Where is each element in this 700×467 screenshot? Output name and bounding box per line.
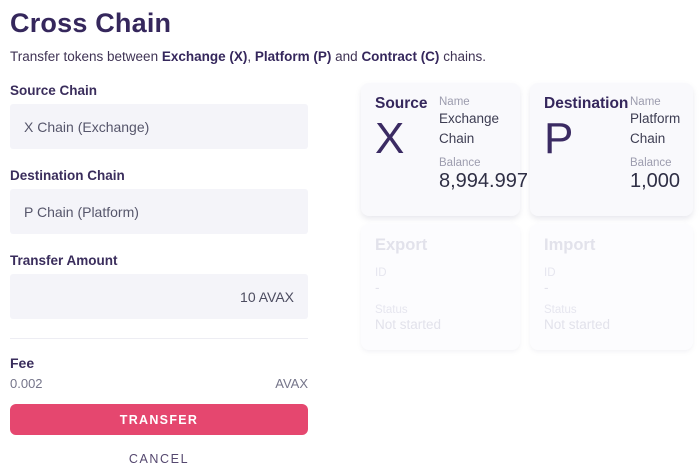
destination-balance-label: Balance — [630, 157, 672, 170]
source-card-left: Source X — [375, 95, 428, 204]
source-chain-name: Exchange Chain — [439, 111, 500, 146]
export-status-value: Not started — [375, 317, 442, 332]
destination-card-left: Destination P — [544, 95, 629, 204]
import-id-value: - — [544, 280, 549, 295]
source-balance-label: Balance — [439, 157, 481, 170]
destination-balance-value: 1,000 — [630, 170, 681, 193]
destination-name-label: Name — [630, 96, 661, 108]
destination-chain-card: Destination P Name Platform Chain Balanc… — [530, 83, 693, 216]
source-card-details: Name Exchange Chain Balance 8,994.997 — [439, 95, 528, 204]
destination-chain-label: Destination Chain — [10, 168, 125, 183]
export-card-title: Export — [375, 236, 428, 254]
transfer-amount-input[interactable]: 10 AVAX — [10, 274, 308, 319]
transfer-amount-label: Transfer Amount — [10, 253, 118, 268]
transfer-form: Source Chain X Chain (Exchange) Destinat… — [10, 83, 308, 467]
source-card-title: Source — [375, 95, 428, 112]
import-status-label: Status — [544, 304, 577, 316]
transfer-button[interactable]: TRANSFER — [10, 404, 308, 435]
chain-status-panel: Source X Name Exchange Chain Balance 8,9… — [361, 83, 693, 350]
fee-value: 0.002 — [10, 376, 43, 391]
destination-chain-select[interactable]: P Chain (Platform) — [10, 189, 308, 234]
subtitle-contract-chain: Contract (C) — [361, 49, 440, 64]
subtitle-prefix: Transfer tokens between — [10, 49, 162, 64]
export-status-label: Status — [375, 304, 408, 316]
import-card-title: Import — [544, 236, 596, 254]
fee-row: 0.002 AVAX — [10, 376, 308, 391]
fee-divider — [10, 338, 308, 339]
destination-chain-name: Platform Chain — [630, 111, 681, 146]
subtitle-exchange-chain: Exchange (X) — [161, 49, 248, 64]
destination-chain-symbol: P — [544, 114, 574, 163]
import-status-card: Import ID - Status Not started — [530, 224, 693, 350]
fee-unit: AVAX — [275, 376, 308, 391]
source-chain-card: Source X Name Exchange Chain Balance 8,9… — [361, 83, 528, 216]
subtitle-suffix: chains. — [439, 49, 486, 64]
page-title: Cross Chain — [10, 8, 172, 38]
export-id-value: - — [375, 280, 380, 295]
source-name-label: Name — [439, 96, 470, 108]
source-chain-select[interactable]: X Chain (Exchange) — [10, 104, 308, 149]
subtitle-sep2: and — [331, 49, 362, 64]
fee-label: Fee — [10, 355, 35, 371]
source-balance-value: 8,994.997 — [439, 170, 528, 193]
destination-card-details: Name Platform Chain Balance 1,000 — [630, 95, 680, 204]
export-id-label: ID — [375, 267, 387, 279]
subtitle-platform-chain: Platform (P) — [254, 49, 332, 64]
cancel-button[interactable]: CANCEL — [123, 451, 195, 467]
import-id-label: ID — [544, 267, 556, 279]
main-content: Source Chain X Chain (Exchange) Destinat… — [10, 83, 693, 467]
subtitle-sep1: , — [247, 49, 255, 64]
source-chain-label: Source Chain — [10, 83, 98, 98]
export-status-card: Export ID - Status Not started — [361, 224, 520, 350]
page-subtitle: Transfer tokens between Exchange (X), Pl… — [10, 49, 688, 64]
destination-card-title: Destination — [544, 95, 629, 112]
import-status-value: Not started — [544, 317, 611, 332]
source-chain-symbol: X — [375, 114, 405, 163]
